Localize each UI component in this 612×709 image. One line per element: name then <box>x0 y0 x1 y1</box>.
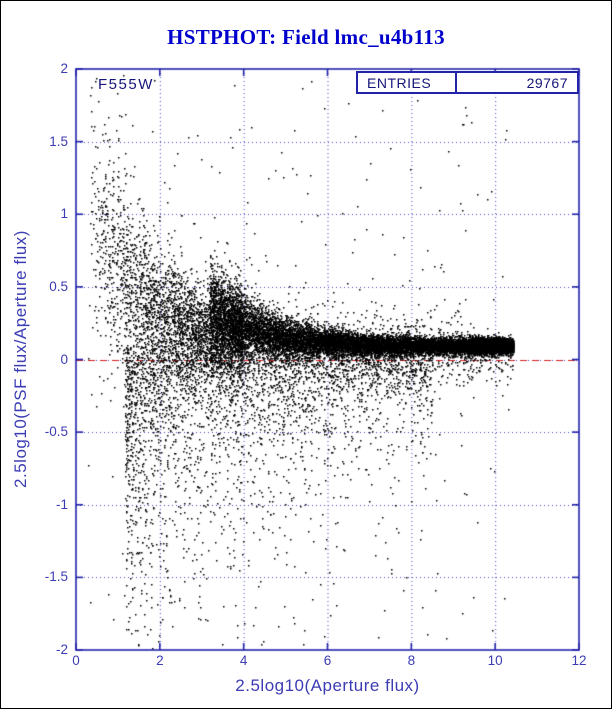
x-axis-title: 2.5log10(Aperture flux) <box>235 676 420 695</box>
x-tick-label: 2 <box>156 653 164 668</box>
x-tick-label: 10 <box>487 653 503 668</box>
x-tick-label: 0 <box>72 653 80 668</box>
y-tick-label: 2 <box>60 61 68 76</box>
filter-label: F555W <box>98 76 154 93</box>
x-tick-label: 4 <box>239 653 248 668</box>
y-tick-label: -2 <box>55 642 68 657</box>
x-tick-label: 8 <box>407 653 416 668</box>
stats-value-cell: 29767 <box>457 73 577 92</box>
stats-value: 29767 <box>526 74 568 91</box>
y-tick-label: -1 <box>55 496 68 512</box>
x-tick-label: 6 <box>323 653 332 668</box>
stats-label: ENTRIES <box>367 74 432 91</box>
y-tick-label: 0.5 <box>49 278 68 294</box>
y-tick-label: 1.5 <box>49 133 68 149</box>
chart-title: HSTPHOT: Field lmc_u4b113 <box>167 25 445 49</box>
y-tick-label: -0.5 <box>44 424 68 440</box>
stats-divider-cell: ENTRIES <box>358 73 457 92</box>
y-tick-label: -1.5 <box>44 569 68 585</box>
x-tick-label: 12 <box>571 653 587 668</box>
y-tick-label: 1 <box>60 206 68 222</box>
stats-box: ENTRIES 29767 <box>356 71 579 94</box>
y-tick-label: 0 <box>60 351 68 367</box>
